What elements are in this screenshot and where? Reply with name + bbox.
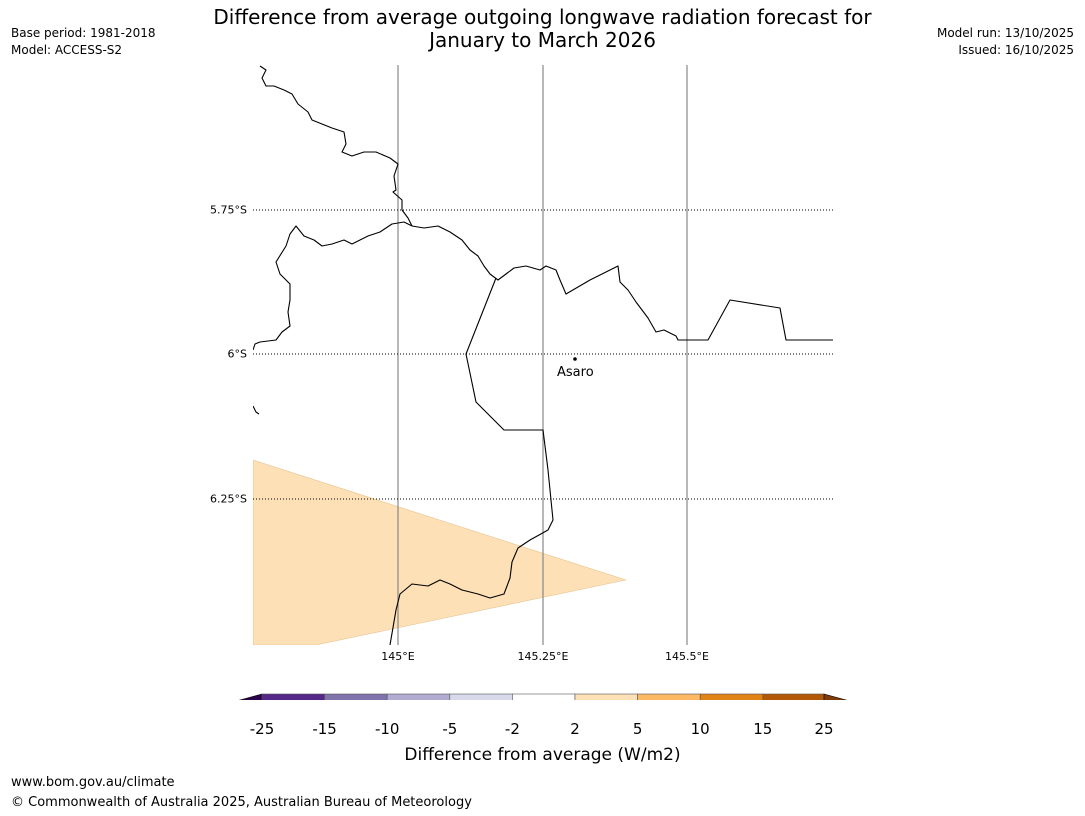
colorbar-tick: 10 (690, 720, 710, 738)
base-period: Base period: 1981-2018 (11, 26, 156, 40)
map-title: Difference from average outgoing longwav… (150, 6, 935, 52)
footer-url[interactable]: www.bom.gov.au/climate (11, 775, 175, 790)
parallels (253, 209, 833, 500)
asaro-marker[interactable] (573, 357, 577, 361)
colorbar-tick: -2 (504, 720, 520, 738)
lat-label-6-25s: 6.25°S (210, 492, 247, 506)
colorbar-segment (699, 693, 764, 700)
colorbar-segment (574, 693, 638, 700)
footer-copyright: © Commonwealth of Australia 2025, Austra… (11, 795, 472, 810)
colorbar-extend-right (823, 693, 848, 700)
meridians (397, 65, 688, 645)
colorbar-tick: -5 (442, 720, 458, 738)
title-line-1: Difference from average outgoing longwav… (213, 5, 872, 29)
model-run: Model run: 13/10/2025 (936, 26, 1074, 40)
boundaries (253, 65, 833, 645)
boundary-west-fragment (253, 405, 260, 415)
title-line-2: January to March 2026 (429, 28, 656, 52)
colorbar-segment (449, 693, 513, 700)
lon-label-145-5e: 145.5°E (665, 650, 709, 663)
model-name: Model: ACCESS-S2 (11, 43, 123, 57)
colorbar-tick: 5 (632, 720, 643, 738)
boundary-province (389, 277, 554, 645)
colorbar-segment (512, 693, 576, 700)
colorbar-tick: 2 (570, 720, 580, 738)
colorbar-extend-left (238, 693, 263, 700)
colorbar-tick: -10 (374, 720, 400, 738)
boundary-west-upper (259, 65, 413, 227)
colorbar-segment (261, 693, 325, 700)
map-canvas[interactable] (0, 0, 1085, 700)
issued-date: Issued: 16/10/2025 (958, 43, 1074, 57)
map-area (253, 65, 833, 645)
boundary-central (253, 221, 413, 351)
colorbar-label: Difference from average (W/m2) (404, 745, 681, 765)
lon-label-145e: 145°E (381, 650, 415, 663)
forecast-region (253, 459, 628, 645)
colorbar-tick: -25 (249, 720, 275, 738)
colorbar-segment (324, 693, 388, 700)
colorbar-segment (762, 693, 825, 700)
colorbar-segment (386, 693, 451, 700)
colorbar-tick: -15 (312, 720, 337, 738)
meta-right: Model run: 13/10/2025 Issued: 16/10/2025 (937, 25, 1074, 59)
colorbar-tick: 25 (814, 720, 834, 738)
colorbar (238, 693, 848, 700)
lat-label-5-75s: 5.75°S (210, 203, 247, 217)
lon-label-145-25e: 145.25°E (517, 650, 569, 663)
place-label-asaro: Asaro (557, 365, 594, 380)
meta-left: Base period: 1981-2018 Model: ACCESS-S2 (11, 25, 156, 59)
boundary-northeast (411, 225, 833, 341)
colorbar-tick: 15 (753, 720, 773, 738)
lat-label-6s: 6°S (227, 347, 247, 361)
colorbar-segment (637, 693, 701, 700)
